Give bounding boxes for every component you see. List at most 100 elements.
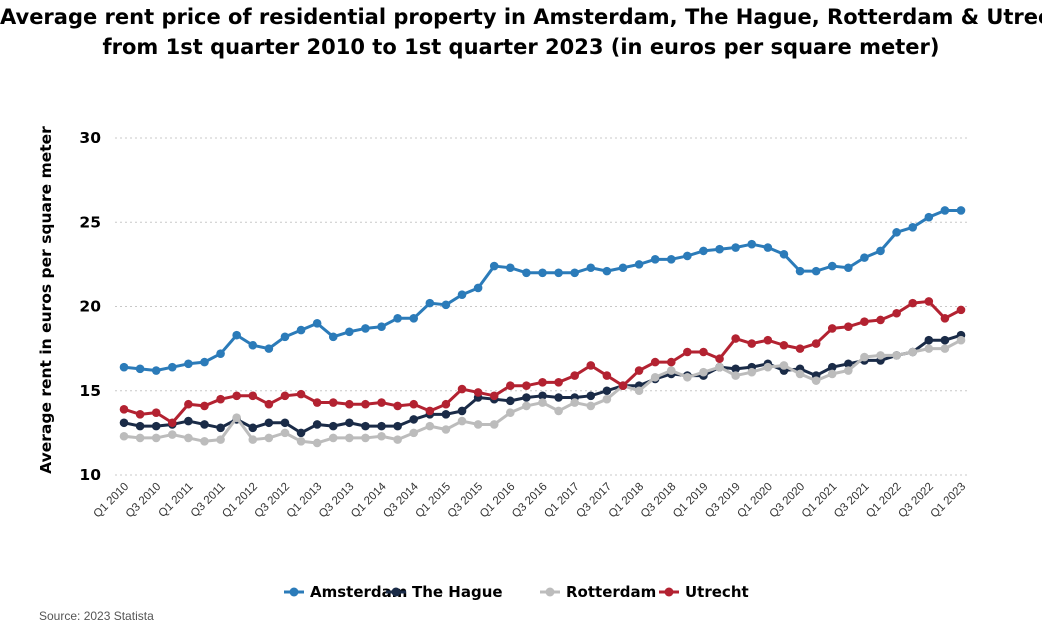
data-point[interactable] <box>506 263 515 273</box>
legend-item-rotterdam[interactable]: Rotterdam <box>540 583 656 601</box>
data-point[interactable] <box>827 324 837 333</box>
data-point[interactable] <box>216 349 225 358</box>
data-point[interactable] <box>328 421 338 431</box>
data-point[interactable] <box>602 394 612 404</box>
data-point[interactable] <box>650 357 660 367</box>
data-point[interactable] <box>135 364 145 374</box>
legend-item-the-hague[interactable]: The Hague <box>386 583 503 601</box>
data-point[interactable] <box>167 362 177 372</box>
data-point[interactable] <box>441 300 451 310</box>
data-point[interactable] <box>361 433 370 443</box>
data-point[interactable] <box>345 433 354 443</box>
data-point[interactable] <box>876 351 885 360</box>
data-point[interactable] <box>377 431 386 441</box>
data-point[interactable] <box>280 418 290 428</box>
data-point[interactable] <box>860 253 869 262</box>
data-point[interactable] <box>473 283 483 293</box>
data-point[interactable] <box>119 418 129 428</box>
data-point[interactable] <box>602 266 612 276</box>
data-point[interactable] <box>634 386 644 396</box>
data-point[interactable] <box>522 381 531 390</box>
data-point[interactable] <box>377 398 386 407</box>
data-point[interactable] <box>940 335 950 345</box>
data-point[interactable] <box>956 206 966 215</box>
legend-item-amsterdam[interactable]: Amsterdam <box>284 583 407 601</box>
data-point[interactable] <box>506 381 515 390</box>
data-point[interactable] <box>441 399 451 409</box>
data-point[interactable] <box>844 263 853 273</box>
data-point[interactable] <box>264 344 274 353</box>
data-point[interactable] <box>956 305 966 315</box>
data-point[interactable] <box>827 369 837 379</box>
data-point[interactable] <box>763 243 773 252</box>
data-point[interactable] <box>296 437 306 446</box>
data-point[interactable] <box>361 324 370 333</box>
data-point[interactable] <box>393 401 402 411</box>
data-point[interactable] <box>248 435 258 444</box>
data-point[interactable] <box>393 421 402 431</box>
data-point[interactable] <box>779 249 789 259</box>
data-point[interactable] <box>200 437 209 446</box>
data-point[interactable] <box>844 322 853 332</box>
data-point[interactable] <box>876 315 885 325</box>
data-point[interactable] <box>795 344 805 353</box>
legend[interactable]: Amsterdam The Hague Rotterdam Utrecht <box>284 583 749 601</box>
data-point[interactable] <box>666 357 676 367</box>
data-point[interactable] <box>618 381 628 390</box>
data-point[interactable] <box>248 391 258 401</box>
data-point[interactable] <box>393 435 402 444</box>
data-point[interactable] <box>924 335 934 345</box>
data-point[interactable] <box>586 263 596 273</box>
data-point[interactable] <box>167 430 177 439</box>
data-point[interactable] <box>489 420 499 429</box>
data-point[interactable] <box>586 391 596 401</box>
data-point[interactable] <box>409 415 419 424</box>
data-point[interactable] <box>232 391 241 401</box>
data-point[interactable] <box>457 406 467 416</box>
data-point[interactable] <box>216 423 225 433</box>
data-point[interactable] <box>763 362 773 372</box>
legend-item-utrecht[interactable]: Utrecht <box>659 583 749 601</box>
data-point[interactable] <box>924 344 934 353</box>
data-point[interactable] <box>151 366 161 375</box>
data-point[interactable] <box>522 268 531 278</box>
data-point[interactable] <box>409 428 419 438</box>
data-point[interactable] <box>554 406 563 416</box>
data-point[interactable] <box>811 376 821 385</box>
data-point[interactable] <box>425 406 435 416</box>
data-point[interactable] <box>795 266 805 276</box>
data-point[interactable] <box>441 425 451 434</box>
data-point[interactable] <box>699 347 708 357</box>
data-point[interactable] <box>119 404 129 414</box>
data-point[interactable] <box>538 268 547 278</box>
data-point[interactable] <box>184 399 193 409</box>
data-point[interactable] <box>409 313 419 323</box>
data-point[interactable] <box>570 268 579 278</box>
data-point[interactable] <box>425 298 435 308</box>
data-point[interactable] <box>570 398 579 407</box>
data-point[interactable] <box>956 335 966 345</box>
data-point[interactable] <box>457 416 467 426</box>
data-point[interactable] <box>151 421 161 431</box>
data-point[interactable] <box>312 398 322 407</box>
data-point[interactable] <box>457 290 467 300</box>
data-point[interactable] <box>618 263 628 273</box>
data-point[interactable] <box>328 433 338 443</box>
data-point[interactable] <box>473 388 483 397</box>
data-point[interactable] <box>683 372 692 382</box>
data-point[interactable] <box>280 391 290 401</box>
data-point[interactable] <box>167 418 177 428</box>
data-point[interactable] <box>892 228 901 237</box>
data-point[interactable] <box>940 206 950 215</box>
data-point[interactable] <box>731 364 740 374</box>
data-point[interactable] <box>683 347 692 357</box>
data-point[interactable] <box>876 246 885 256</box>
data-point[interactable] <box>184 359 193 369</box>
data-point[interactable] <box>747 367 757 377</box>
data-point[interactable] <box>345 418 354 428</box>
data-point[interactable] <box>940 344 950 353</box>
data-point[interactable] <box>296 325 306 335</box>
data-point[interactable] <box>924 297 934 306</box>
data-point[interactable] <box>151 408 161 417</box>
data-point[interactable] <box>184 416 193 426</box>
